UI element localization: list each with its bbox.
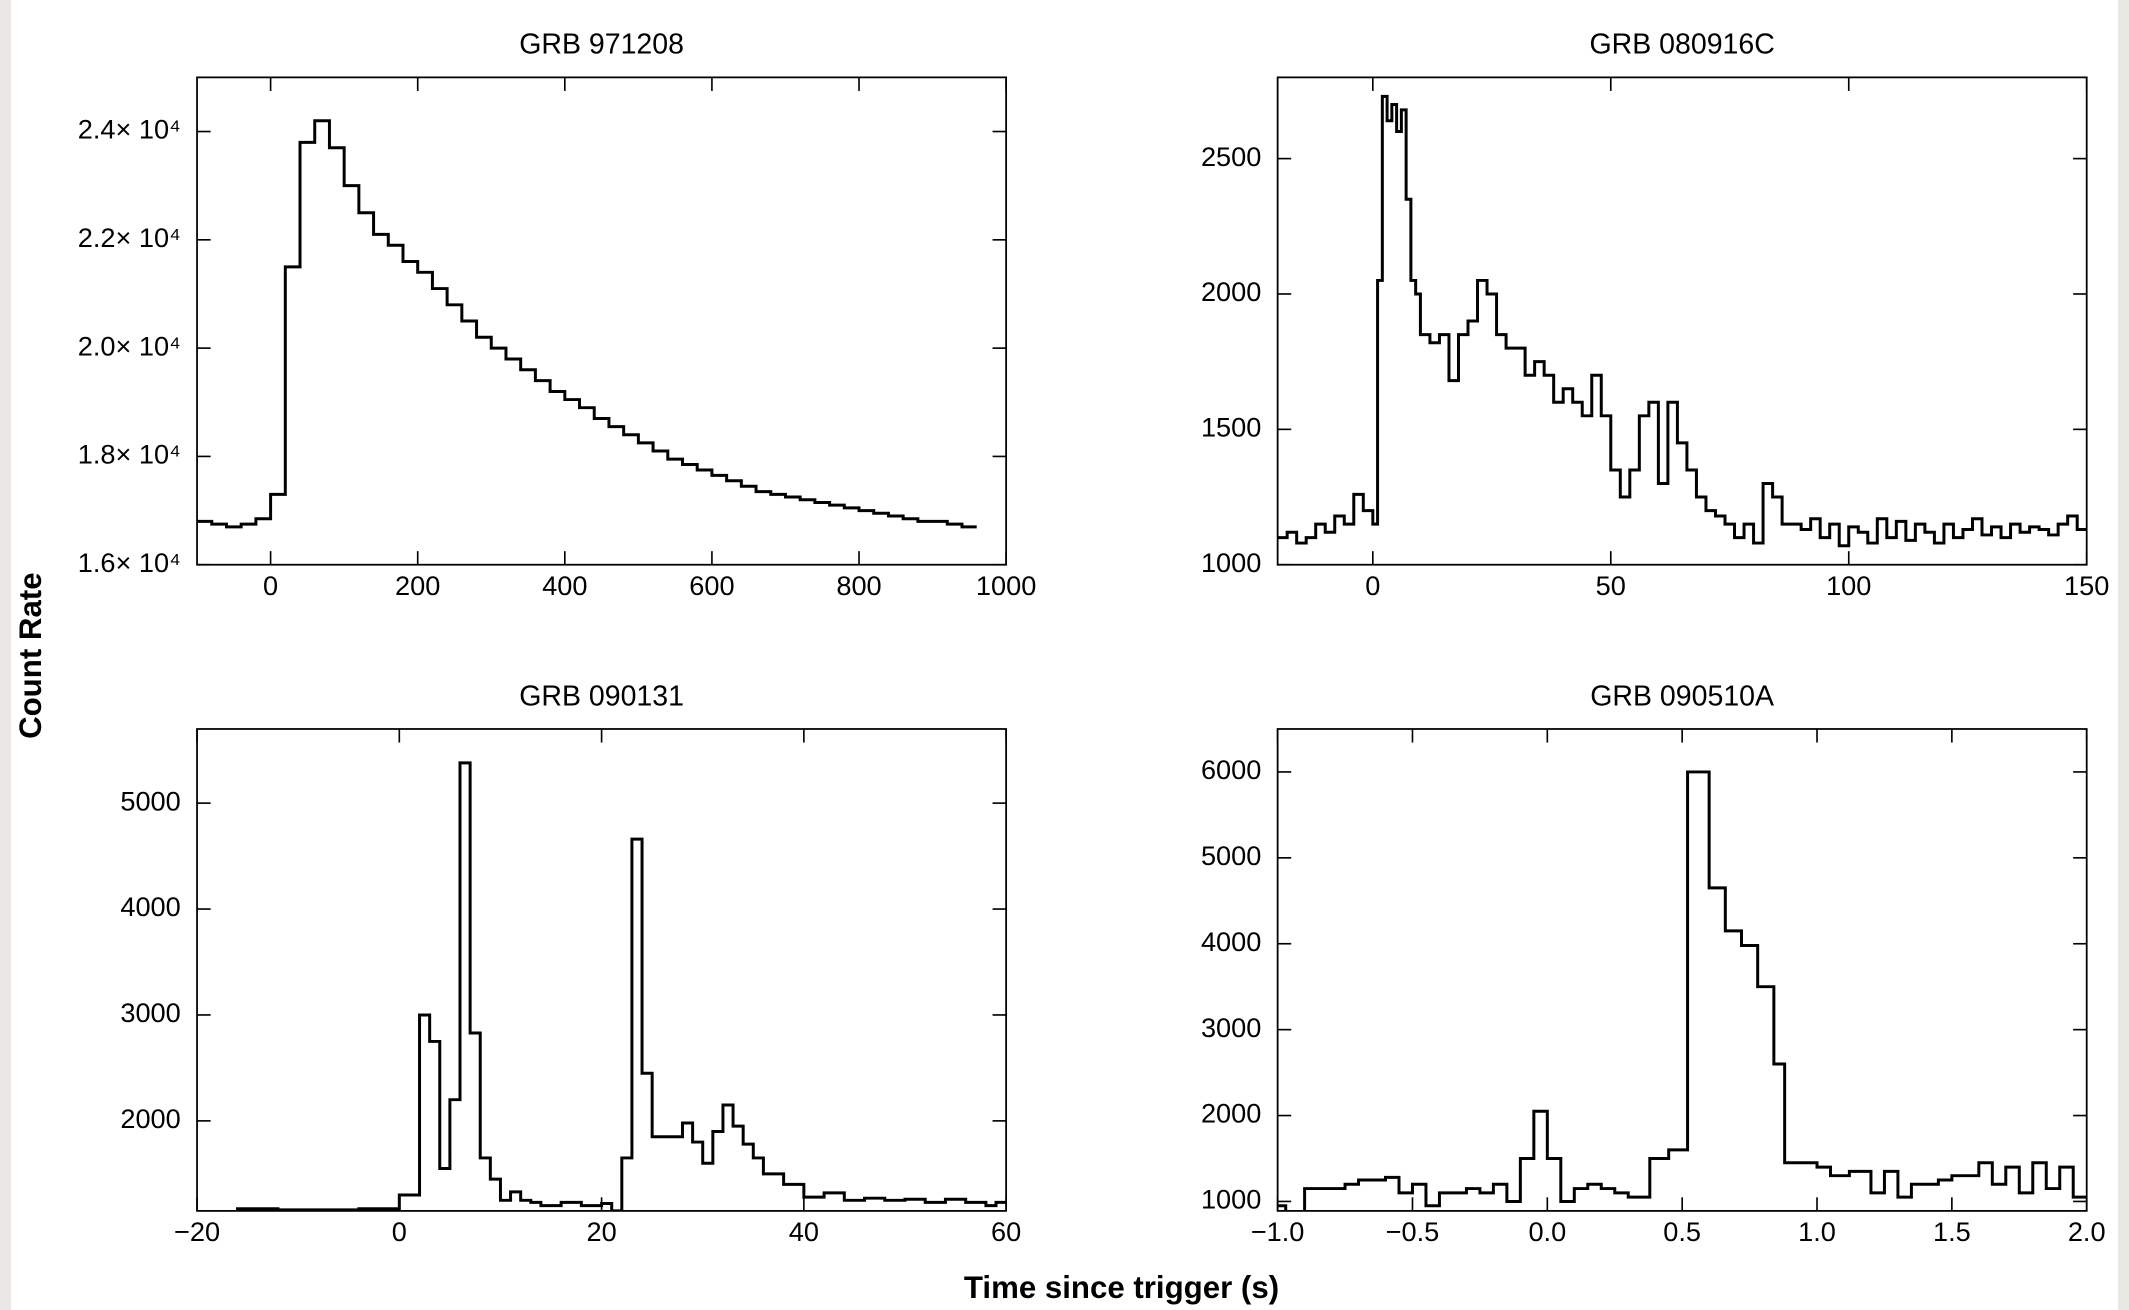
plot-frame — [196, 728, 1008, 1212]
panel: GRB 080916C 0 50 100 150 1000 1500 2000 2500 — [1201, 29, 2109, 601]
x-tick-label: 20 — [586, 1216, 616, 1247]
panel: GRB 090131 −20 0 20 40 60 2000 3000 4000 5000 — [120, 680, 1021, 1247]
y-tick-label: 2.0× 10⁴ — [78, 330, 181, 361]
chart-title: GRB 080916C — [1589, 29, 1774, 61]
x-tick-label: 2.0 — [2068, 1216, 2106, 1247]
step-line — [1277, 770, 2087, 1211]
panel: GRB 090510A −1.0 −0.5 0.0 0.5 1.0 1.5 2.0 1000 20… — [1201, 680, 2106, 1247]
chart-title: GRB 090131 — [519, 680, 684, 712]
y-tick-label: 2.4× 10⁴ — [78, 114, 181, 145]
x-tick-label: −20 — [174, 1216, 220, 1247]
x-tick-label: 800 — [836, 570, 881, 601]
y-tick-label: 4000 — [120, 891, 180, 922]
x-tick-label: 1.0 — [1798, 1216, 1836, 1247]
y-axis-label: Count Rate — [13, 572, 48, 739]
y-tick-label: 1500 — [1201, 412, 1261, 443]
plot-frame — [1276, 76, 2088, 566]
x-tick-label: 100 — [1826, 570, 1871, 601]
x-tick-label: 1000 — [976, 570, 1036, 601]
x-tick-label: 0 — [392, 1216, 407, 1247]
y-tick-label: 4000 — [1201, 926, 1261, 957]
chart-title: GRB 090510A — [1590, 680, 1774, 712]
x-tick-label: 200 — [395, 570, 440, 601]
x-tick-label: 40 — [789, 1216, 819, 1247]
chart-title: GRB 971208 — [519, 29, 684, 61]
y-tick-label: 1.8× 10⁴ — [78, 439, 181, 470]
y-tick-label: 3000 — [120, 997, 180, 1028]
y-tick-label: 2000 — [1201, 276, 1261, 307]
step-line — [197, 761, 1007, 1211]
step-line — [197, 119, 977, 529]
plot-frame — [196, 76, 1008, 566]
x-tick-label: 0 — [1365, 570, 1380, 601]
x-tick-label: 0 — [263, 570, 278, 601]
x-tick-label: 0.5 — [1663, 1216, 1701, 1247]
y-tick-label: 5000 — [120, 785, 180, 816]
figure-background — [11, 0, 2118, 1310]
y-tick-label: 2000 — [120, 1103, 180, 1134]
y-tick-label: 2500 — [1201, 141, 1261, 172]
y-tick-label: 2000 — [1201, 1098, 1261, 1129]
step-line — [1277, 94, 2087, 548]
y-tick-label: 6000 — [1201, 754, 1261, 785]
x-tick-label: 50 — [1596, 570, 1626, 601]
y-tick-label: 3000 — [1201, 1012, 1261, 1043]
panel: GRB 971208 0 200 400 600 800 1000 1.6× 10⁴ 1.8× … — [78, 29, 1037, 601]
x-tick-label: 600 — [689, 570, 734, 601]
x-tick-label: −0.5 — [1386, 1216, 1440, 1247]
plot-frame — [1276, 728, 2088, 1212]
y-tick-label: 5000 — [1201, 840, 1261, 871]
x-tick-label: −1.0 — [1251, 1216, 1305, 1247]
x-tick-label: 400 — [542, 570, 587, 601]
x-axis-label: Time since trigger (s) — [964, 1270, 1279, 1305]
x-tick-label: 60 — [991, 1216, 1021, 1247]
x-tick-label: 1.5 — [1933, 1216, 1971, 1247]
y-tick-label: 1.6× 10⁴ — [78, 547, 181, 578]
y-tick-label: 2.2× 10⁴ — [78, 222, 181, 253]
y-tick-label: 1000 — [1201, 1184, 1261, 1215]
x-tick-label: 0.0 — [1528, 1216, 1566, 1247]
y-tick-label: 1000 — [1201, 547, 1261, 578]
x-tick-label: 150 — [2064, 570, 2109, 601]
